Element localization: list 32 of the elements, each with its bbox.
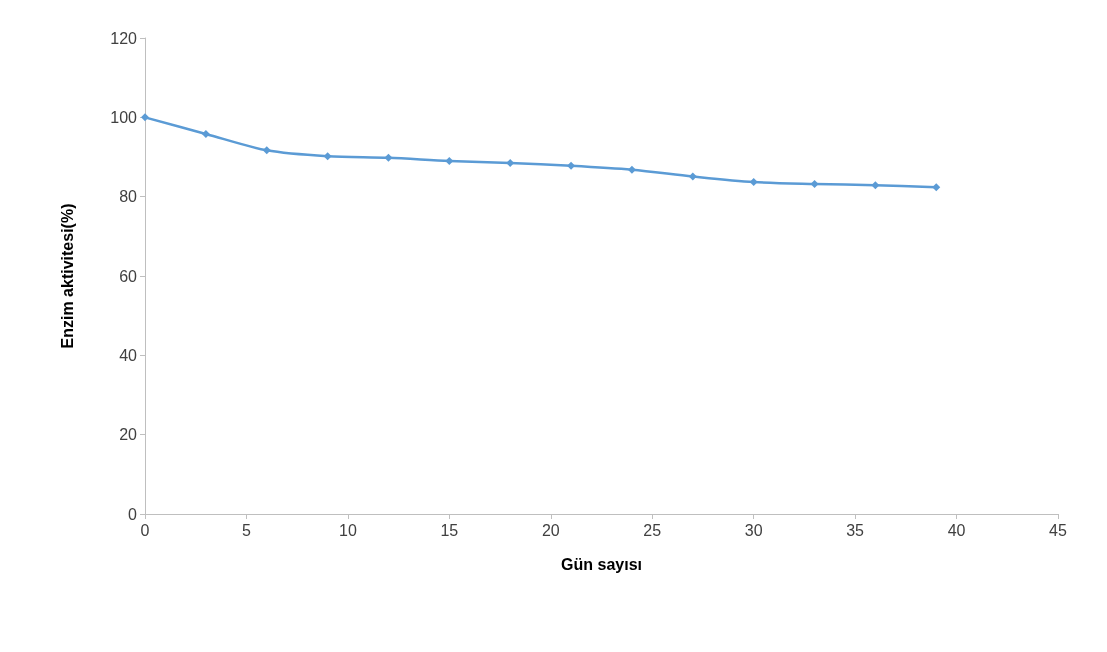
- x-tick-label: 15: [440, 521, 459, 539]
- point: [749, 177, 758, 186]
- x-tick-label: 20: [541, 521, 560, 539]
- point: [688, 172, 697, 181]
- point: [262, 146, 271, 155]
- point: [810, 179, 819, 188]
- y-tick-label: 0: [128, 505, 138, 523]
- point: [627, 165, 636, 174]
- y-tick-label: 40: [119, 346, 138, 364]
- x-tick-label: 5: [241, 521, 251, 539]
- y-axis-title: Enzim aktivitesi(%): [58, 203, 76, 349]
- y-tick-label: 60: [119, 267, 138, 285]
- point: [871, 181, 880, 190]
- y-tick-label: 80: [119, 188, 138, 206]
- x-axis-title: Gün sayısı: [561, 555, 642, 573]
- y-tick-label: 100: [110, 108, 138, 126]
- point: [141, 113, 149, 122]
- point: [323, 152, 332, 161]
- x-tick-label: 45: [1049, 521, 1067, 539]
- x-tick-label: 30: [744, 521, 763, 539]
- point: [445, 156, 454, 165]
- x-tick-label: 25: [643, 521, 662, 539]
- point: [932, 183, 941, 192]
- x-tick-label: 35: [846, 521, 865, 539]
- x-tick-label: 40: [947, 521, 966, 539]
- y-tick-label: 120: [110, 29, 138, 47]
- point: [567, 161, 576, 170]
- point: [201, 129, 210, 138]
- x-tick-label: 0: [140, 521, 150, 539]
- y-tick-label: 20: [119, 426, 138, 444]
- point: [384, 153, 393, 162]
- x-tick-label: 10: [338, 521, 357, 539]
